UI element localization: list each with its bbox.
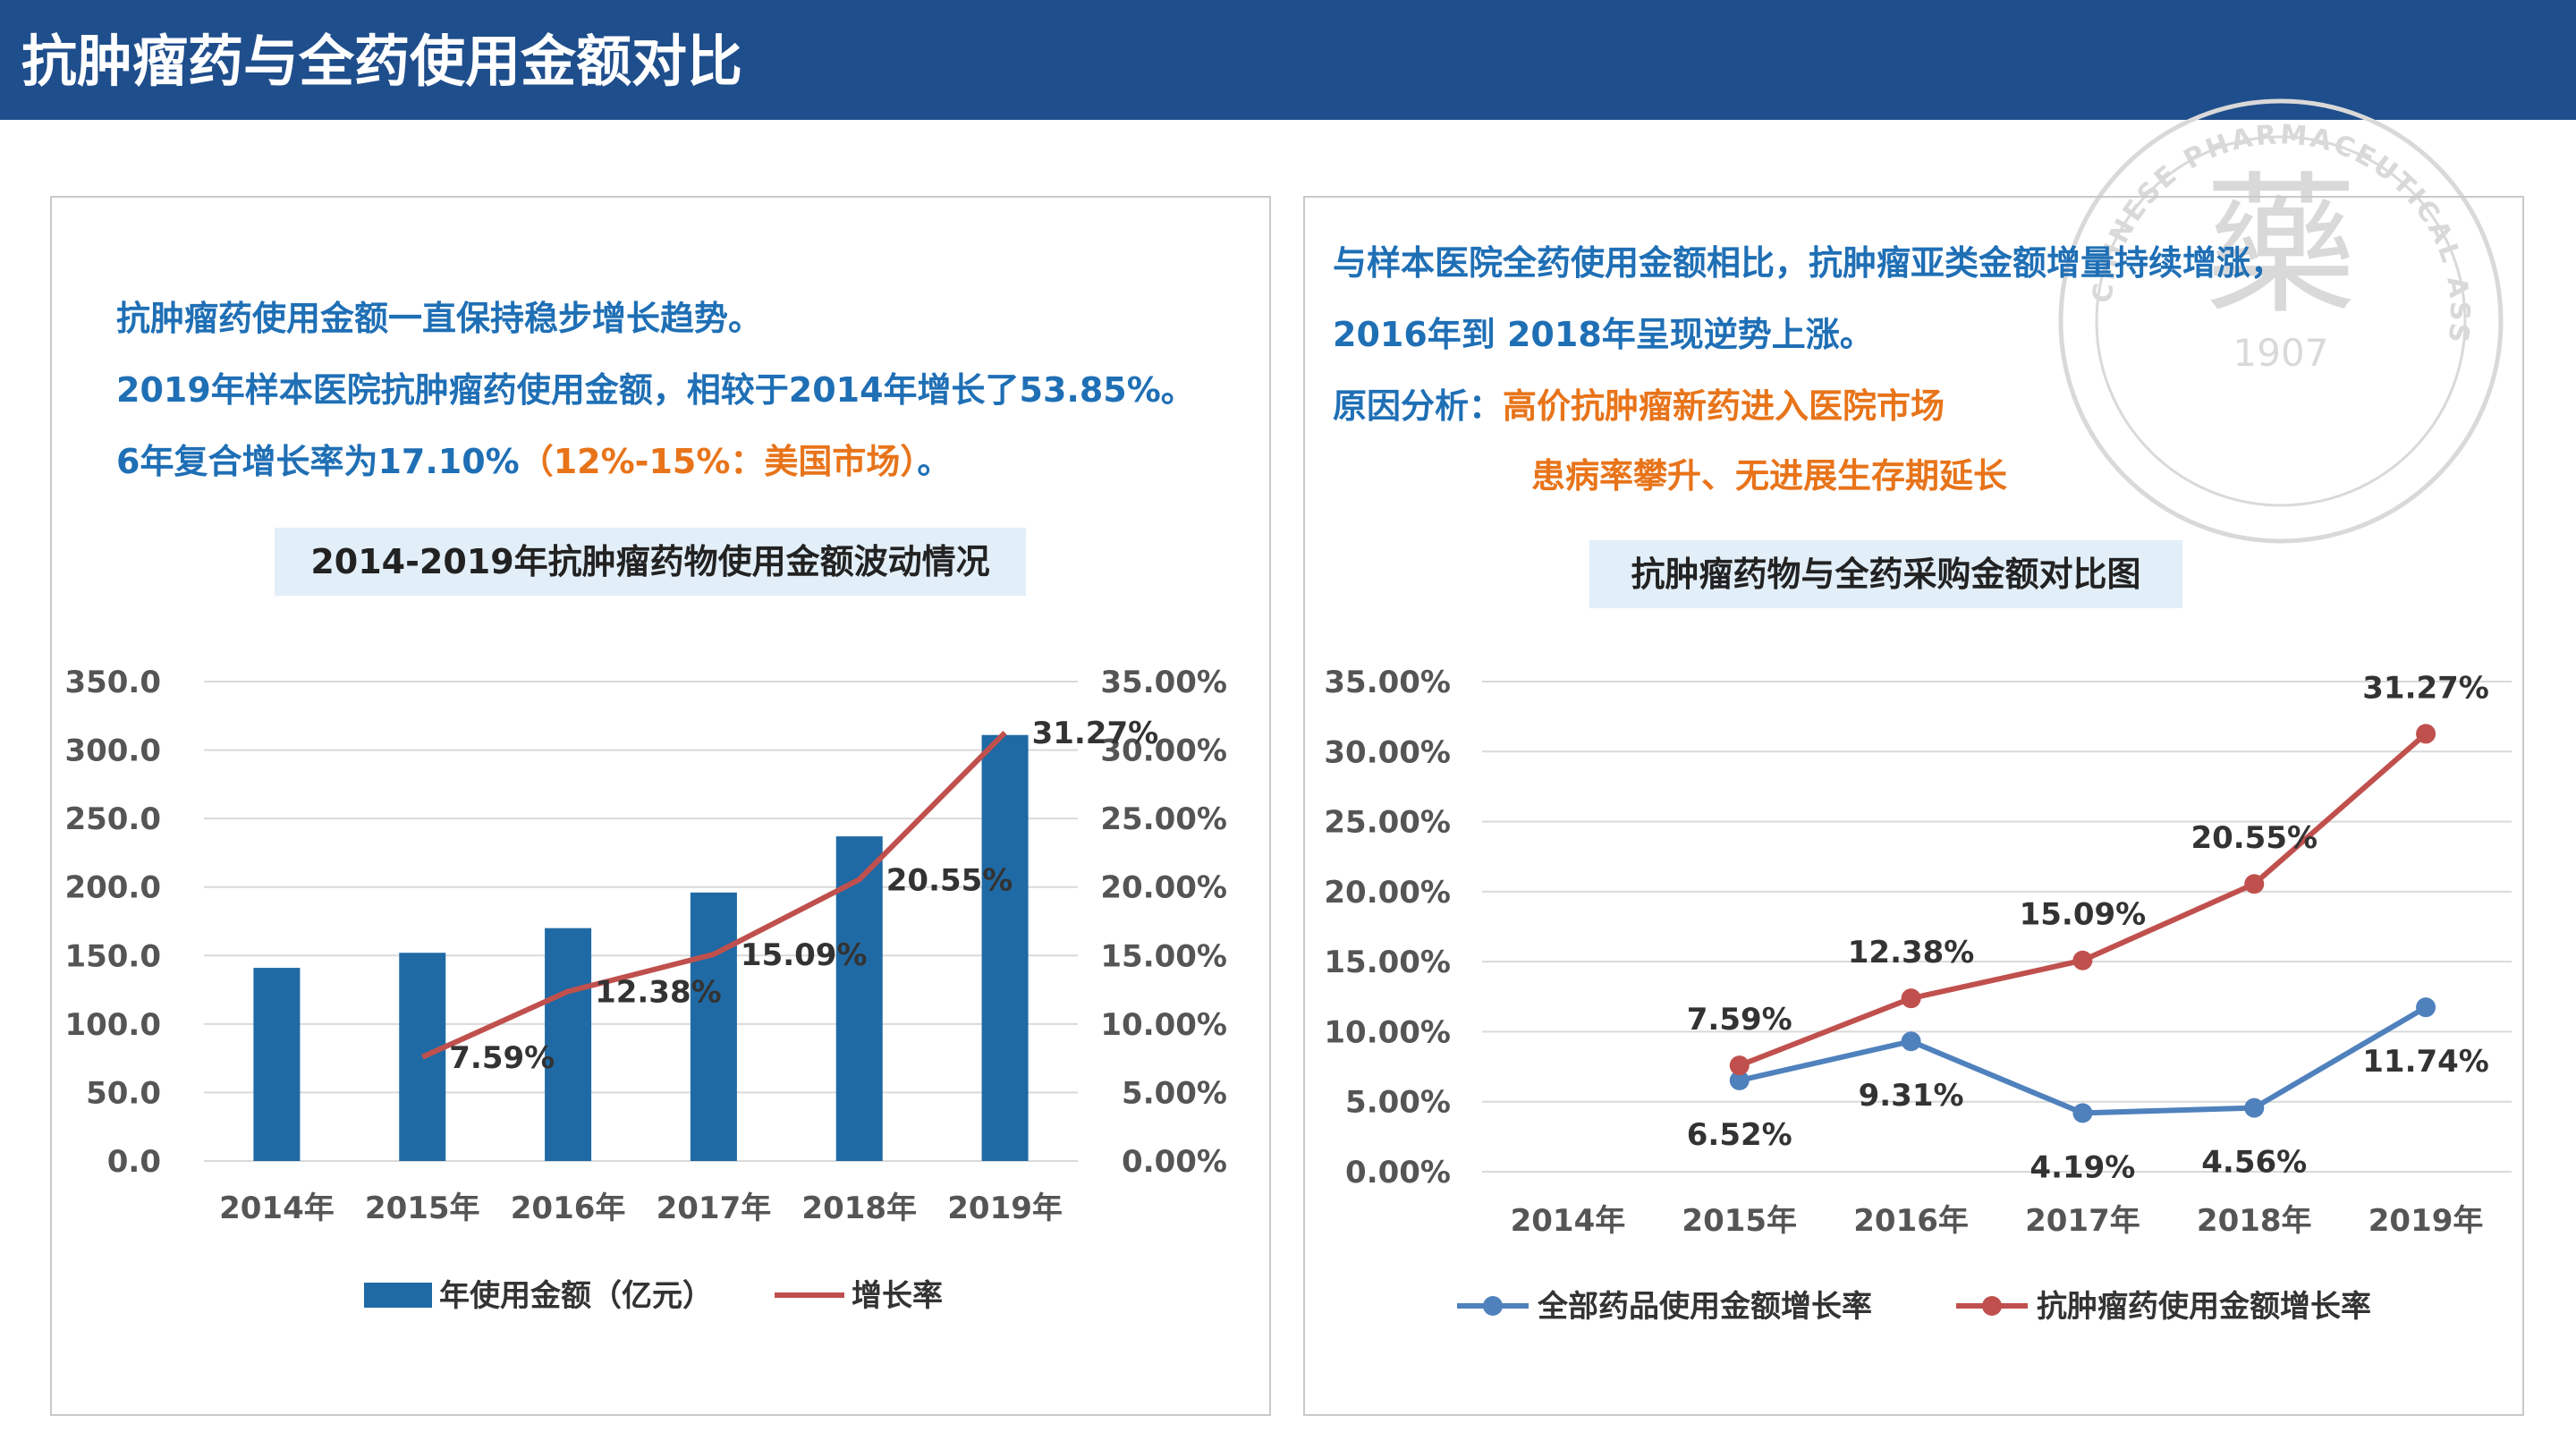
header-bar: 抗肿瘤药与全药使用金额对比	[0, 0, 2576, 120]
right-text-line-3: 原因分析：高价抗肿瘤新药进入医院市场	[1333, 386, 1945, 426]
x-tick-label: 2016年	[1853, 1203, 1969, 1239]
all-drugs-growth-point	[1729, 1070, 1750, 1090]
antitumor-growth-label: 12.38%	[1848, 935, 1975, 970]
y-left-tick-label: 250.0	[64, 801, 161, 837]
all-drugs-growth-point	[2416, 997, 2436, 1018]
legend-bar-swatch	[364, 1283, 432, 1308]
growth-rate-label: 12.38%	[595, 974, 722, 1010]
bar-annual-amount	[253, 968, 301, 1161]
x-tick-label: 2018年	[801, 1191, 917, 1226]
legend-all-drugs-growth-marker	[1483, 1296, 1503, 1316]
right-text-line-1: 与样本医院全药使用金额相比，抗肿瘤亚类金额增量持续增涨，	[1333, 243, 2285, 283]
chart1-title: 2014-2019年抗肿瘤药物使用金额波动情况	[275, 528, 1026, 596]
right-text-line-2: 2016年到 2018年呈现逆势上涨。	[1333, 315, 1874, 354]
x-tick-label: 2019年	[947, 1191, 1063, 1226]
y-tick-label: 15.00%	[1324, 945, 1451, 980]
y-right-tick-label: 30.00%	[1100, 733, 1227, 769]
bar-annual-amount	[690, 892, 737, 1161]
all-drugs-growth-point	[2072, 1103, 2093, 1123]
page-title: 抗肿瘤药与全药使用金额对比	[21, 29, 743, 94]
left-text-line-3: 6年复合增长率为17.10%（12%-15%：美国市场）。	[116, 442, 951, 481]
x-tick-label: 2017年	[2025, 1203, 2140, 1239]
growth-rate-label: 31.27%	[1032, 716, 1159, 751]
y-tick-label: 5.00%	[1345, 1085, 1451, 1121]
chart2-title: 抗肿瘤药物与全药采购金额对比图	[1589, 540, 2182, 608]
antitumor-growth-label: 7.59%	[1687, 1002, 1792, 1038]
legend-line-label: 增长率	[852, 1278, 943, 1314]
antitumor-growth-point	[2072, 950, 2093, 970]
y-left-tick-label: 0.0	[107, 1144, 161, 1180]
antitumor-growth-label: 20.55%	[2190, 820, 2318, 856]
y-tick-label: 0.00%	[1345, 1155, 1451, 1191]
antitumor-growth-point	[2416, 724, 2436, 744]
x-tick-label: 2015年	[365, 1191, 480, 1226]
antitumor-growth-point	[1729, 1055, 1750, 1076]
seal-year: 1907	[2233, 331, 2329, 375]
left-panel	[50, 196, 1271, 1416]
antitumor-growth-label: 31.27%	[2362, 670, 2489, 706]
y-right-tick-label: 15.00%	[1100, 938, 1227, 974]
all-drugs-growth-label: 9.31%	[1859, 1078, 1964, 1114]
us-market-note: （12%-15%：美国市场）	[519, 442, 918, 481]
y-left-tick-label: 150.0	[64, 938, 161, 974]
reason-2: 患病率攀升、无进展生存期延长	[1531, 456, 2008, 496]
bar-annual-amount	[545, 928, 592, 1161]
y-right-tick-label: 0.00%	[1122, 1144, 1227, 1180]
legend-antitumor-growth-label: 抗肿瘤药使用金额增长率	[2037, 1289, 2371, 1325]
legend-bar-label: 年使用金额（亿元）	[439, 1278, 713, 1314]
y-tick-label: 10.00%	[1324, 1014, 1451, 1050]
y-left-tick-label: 50.0	[86, 1075, 161, 1111]
y-left-tick-label: 200.0	[64, 870, 161, 906]
reason-label: 原因分析：	[1333, 386, 1504, 426]
x-tick-label: 2017年	[657, 1191, 772, 1226]
x-tick-label: 2016年	[511, 1191, 626, 1226]
all-drugs-growth-point	[1901, 1031, 1921, 1052]
growth-rate-label: 7.59%	[449, 1040, 555, 1076]
reason-1: 高价抗肿瘤新药进入医院市场	[1503, 386, 1945, 426]
y-right-tick-label: 20.00%	[1100, 870, 1227, 906]
legend-all-drugs-growth-label: 全部药品使用金额增长率	[1537, 1289, 1872, 1325]
line-end: 。	[917, 442, 952, 481]
all-drugs-growth-label: 6.52%	[1687, 1117, 1792, 1153]
x-tick-label: 2018年	[2197, 1203, 2312, 1239]
all-drugs-growth-point	[2244, 1097, 2265, 1118]
association-seal-watermark: CHINESE PHARMACEUTICAL ASSOCIATION 藥 190…	[2053, 93, 2504, 544]
y-tick-label: 35.00%	[1324, 665, 1451, 700]
y-left-tick-label: 300.0	[64, 733, 161, 769]
antitumor-growth-point	[1901, 988, 1921, 1009]
seal-glyph: 藥	[2205, 158, 2357, 335]
y-tick-label: 30.00%	[1324, 734, 1451, 770]
y-left-tick-label: 100.0	[64, 1007, 161, 1043]
y-tick-label: 20.00%	[1324, 875, 1451, 911]
left-text-line-2: 2019年样本医院抗肿瘤药使用金额，相较于2014年增长了53.85%。	[116, 370, 1195, 410]
cagr-text: 6年复合增长率为17.10%	[116, 442, 520, 481]
x-tick-label: 2014年	[219, 1191, 335, 1226]
antitumor-growth-point	[2244, 874, 2265, 894]
y-right-tick-label: 5.00%	[1122, 1075, 1227, 1111]
left-text-line-1: 抗肿瘤药使用金额一直保持稳步增长趋势。	[116, 299, 763, 338]
y-right-tick-label: 35.00%	[1100, 665, 1227, 700]
right-panel	[1303, 196, 2524, 1416]
y-right-tick-label: 25.00%	[1100, 801, 1227, 837]
all-drugs-growth-label: 11.74%	[2362, 1044, 2489, 1080]
bar-annual-amount	[981, 734, 1029, 1161]
x-tick-label: 2014年	[1511, 1203, 1626, 1239]
growth-rate-label: 20.55%	[886, 862, 1013, 898]
y-right-tick-label: 10.00%	[1100, 1007, 1227, 1043]
growth-rate-label: 15.09%	[741, 937, 868, 973]
all-drugs-growth-label: 4.56%	[2201, 1145, 2307, 1181]
x-tick-label: 2019年	[2368, 1203, 2484, 1239]
growth-rate-line	[421, 731, 1007, 1060]
y-left-tick-label: 350.0	[64, 665, 161, 700]
legend-antitumor-growth-marker	[1982, 1296, 2002, 1316]
x-tick-label: 2015年	[1682, 1203, 1797, 1239]
y-tick-label: 25.00%	[1324, 805, 1451, 841]
all-drugs-growth-label: 4.19%	[2029, 1149, 2135, 1185]
antitumor-growth-label: 15.09%	[2020, 897, 2147, 933]
